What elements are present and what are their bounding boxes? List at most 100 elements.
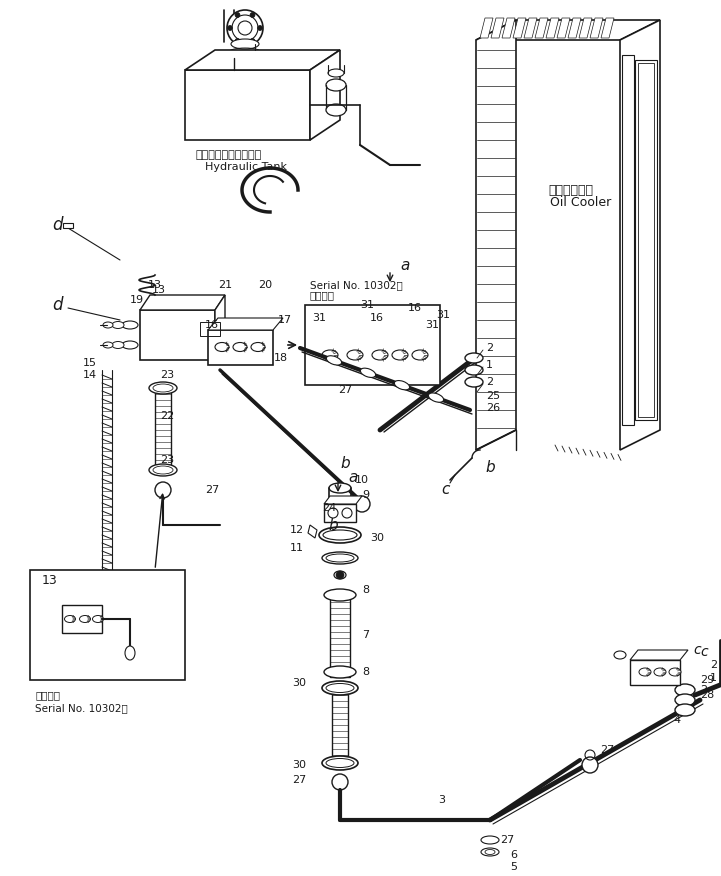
Ellipse shape: [215, 343, 229, 351]
Ellipse shape: [669, 668, 681, 676]
Ellipse shape: [233, 343, 247, 351]
Circle shape: [250, 39, 255, 44]
Text: b: b: [485, 461, 495, 476]
Polygon shape: [579, 18, 592, 38]
Text: 20: 20: [258, 280, 272, 290]
Circle shape: [336, 571, 344, 579]
Ellipse shape: [465, 353, 483, 363]
Text: 27: 27: [500, 835, 514, 845]
Polygon shape: [546, 18, 559, 38]
Ellipse shape: [122, 341, 138, 349]
Ellipse shape: [412, 350, 428, 360]
Ellipse shape: [328, 69, 344, 77]
Text: d: d: [52, 216, 63, 234]
Text: 7: 7: [362, 630, 369, 640]
Text: c: c: [700, 645, 707, 659]
Circle shape: [235, 12, 240, 18]
Bar: [324, 504, 356, 522]
Text: Oil Cooler: Oil Cooler: [550, 196, 611, 209]
Text: 28: 28: [700, 690, 715, 700]
Text: 19: 19: [130, 295, 144, 305]
Bar: [638, 63, 654, 417]
Text: ハイドロリックタンク: ハイドロリックタンク: [195, 150, 261, 160]
Circle shape: [328, 508, 338, 518]
Bar: [332, 685, 348, 765]
Ellipse shape: [465, 365, 483, 375]
Ellipse shape: [251, 343, 265, 351]
Bar: [630, 660, 680, 685]
Text: b: b: [340, 456, 350, 470]
Ellipse shape: [334, 571, 346, 579]
Text: 12: 12: [290, 525, 304, 535]
Text: 22: 22: [160, 411, 174, 421]
Text: 30: 30: [292, 678, 306, 688]
Circle shape: [332, 774, 348, 790]
Bar: [62, 605, 102, 633]
Text: 31: 31: [360, 300, 374, 310]
Bar: [200, 322, 220, 336]
Polygon shape: [185, 50, 340, 70]
Text: 21: 21: [218, 280, 232, 290]
Ellipse shape: [654, 668, 666, 676]
Ellipse shape: [675, 684, 695, 696]
Text: 26: 26: [486, 403, 500, 413]
Ellipse shape: [329, 483, 351, 493]
Text: 27: 27: [338, 385, 353, 395]
Text: 5: 5: [510, 862, 517, 872]
Ellipse shape: [465, 377, 483, 387]
Text: 25: 25: [486, 391, 500, 401]
Text: Serial No. 10302～: Serial No. 10302～: [35, 703, 128, 713]
Text: 4: 4: [673, 715, 680, 725]
Text: 2: 2: [700, 685, 707, 695]
Ellipse shape: [231, 39, 259, 49]
Polygon shape: [590, 18, 603, 38]
Ellipse shape: [122, 321, 138, 329]
Text: 31: 31: [312, 313, 326, 323]
Text: b: b: [328, 518, 338, 533]
Circle shape: [238, 21, 252, 35]
Text: Serial No. 10302～: Serial No. 10302～: [310, 280, 403, 290]
Text: 29: 29: [700, 675, 715, 685]
Bar: [305, 305, 440, 385]
Text: 6: 6: [510, 850, 517, 860]
Text: 10: 10: [355, 475, 369, 485]
Polygon shape: [215, 295, 225, 360]
Polygon shape: [140, 295, 225, 310]
Polygon shape: [568, 18, 581, 38]
Circle shape: [257, 25, 262, 31]
Text: 13: 13: [148, 280, 162, 290]
Text: 18: 18: [274, 353, 288, 363]
Text: オイルクーラ: オイルクーラ: [548, 183, 593, 196]
Circle shape: [582, 757, 598, 773]
Text: 17: 17: [278, 315, 292, 325]
Bar: [330, 592, 350, 677]
Ellipse shape: [639, 668, 651, 676]
Text: 30: 30: [370, 533, 384, 543]
Text: 31: 31: [436, 310, 450, 320]
Text: 1: 1: [486, 360, 493, 370]
Ellipse shape: [64, 616, 76, 623]
Text: 13: 13: [42, 574, 58, 587]
Ellipse shape: [103, 322, 113, 328]
Bar: [155, 390, 171, 465]
Text: 23: 23: [160, 370, 174, 380]
Ellipse shape: [324, 666, 356, 678]
Ellipse shape: [322, 756, 358, 770]
Ellipse shape: [327, 356, 342, 365]
Text: 3: 3: [438, 795, 445, 805]
Text: 2: 2: [710, 660, 717, 670]
Text: 24: 24: [322, 503, 336, 513]
Text: 23: 23: [160, 455, 174, 465]
Circle shape: [227, 10, 263, 46]
Ellipse shape: [614, 651, 626, 659]
Text: 11: 11: [290, 543, 304, 553]
Polygon shape: [310, 50, 340, 140]
Circle shape: [250, 12, 255, 18]
Ellipse shape: [428, 393, 443, 402]
Text: 9: 9: [362, 490, 369, 500]
Ellipse shape: [79, 616, 91, 623]
Text: 適用号機: 適用号機: [35, 690, 60, 700]
Text: d: d: [52, 296, 63, 314]
Ellipse shape: [322, 552, 358, 564]
Polygon shape: [208, 318, 283, 330]
